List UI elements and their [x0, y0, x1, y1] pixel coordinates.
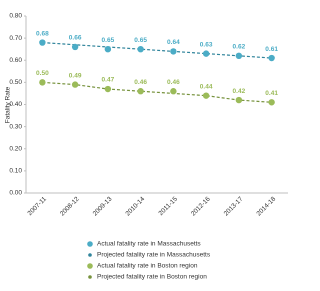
data-point — [39, 79, 46, 86]
y-tick-label: 0.40 — [9, 101, 22, 108]
trend-line — [42, 81, 272, 103]
y-tick-label: 0.80 — [9, 13, 22, 20]
data-point — [39, 39, 46, 46]
data-label: 0.44 — [200, 83, 213, 90]
data-point — [71, 43, 79, 51]
y-tick-label: 0.70 — [9, 35, 22, 42]
x-tick-label: 2012-16 — [190, 195, 212, 217]
chart: Fatality Rate 0.00 0.10 0.20 0.30 0.40 0.50 0.… — [5, 13, 288, 281]
y-tick-label: 0.20 — [9, 145, 22, 152]
legend-label: Projected fatality rate in Boston region — [97, 274, 207, 281]
x-tick-label: 2014-18 — [255, 195, 277, 217]
data-label: 0.41 — [265, 90, 278, 97]
data-label: 0.49 — [69, 72, 82, 79]
data-point — [104, 45, 112, 53]
data-point — [170, 88, 177, 95]
data-point — [137, 88, 144, 95]
data-label: 0.66 — [69, 35, 82, 42]
legend-label: Projected fatality rate in Massachusetts — [97, 252, 211, 259]
data-point — [268, 54, 275, 62]
data-label: 0.47 — [102, 77, 115, 84]
y-tick-label: 0.30 — [9, 123, 22, 130]
y-tick-label: 0.10 — [9, 168, 22, 175]
data-label: 0.50 — [36, 70, 49, 77]
data-point — [71, 81, 79, 88]
data-label: 0.63 — [200, 41, 213, 48]
x-tick-label: 2008-12 — [59, 195, 81, 217]
y-axis-title: Fatality Rate — [5, 86, 12, 123]
x-tick-label: 2007-11 — [27, 195, 49, 217]
data-label: 0.65 — [102, 37, 115, 44]
legend-marker — [88, 253, 92, 257]
data-point — [202, 50, 210, 57]
y-tick-label: 0.00 — [9, 190, 22, 197]
data-point — [235, 96, 243, 104]
data-label: 0.65 — [134, 37, 147, 44]
x-tick-label: 2011-15 — [158, 195, 180, 217]
x-tick-label: 2009-13 — [92, 195, 114, 217]
data-point — [137, 45, 144, 53]
data-point — [170, 48, 177, 55]
data-label: 0.42 — [233, 88, 246, 95]
data-label: 0.64 — [167, 39, 180, 46]
data-point — [104, 85, 112, 93]
data-point — [202, 92, 210, 99]
data-label: 0.61 — [265, 46, 278, 53]
data-label: 0.46 — [167, 79, 180, 86]
legend-marker — [87, 263, 93, 269]
legend-label: Actual fatality rate in Massachusetts — [97, 241, 201, 248]
x-tick-label: 2010-14 — [124, 195, 146, 217]
data-point — [268, 99, 275, 106]
data-point — [235, 52, 243, 60]
data-label: 0.62 — [233, 44, 246, 51]
y-tick-label: 0.60 — [9, 57, 22, 64]
legend-label: Actual fatality rate in Boston region — [97, 263, 198, 270]
legend-marker — [88, 275, 92, 279]
legend-marker — [87, 241, 93, 247]
data-label: 0.68 — [36, 30, 49, 37]
data-label: 0.46 — [134, 79, 147, 86]
y-tick-label: 0.50 — [9, 79, 22, 86]
trend-line — [42, 41, 272, 59]
x-tick-label: 2013-17 — [223, 195, 245, 217]
